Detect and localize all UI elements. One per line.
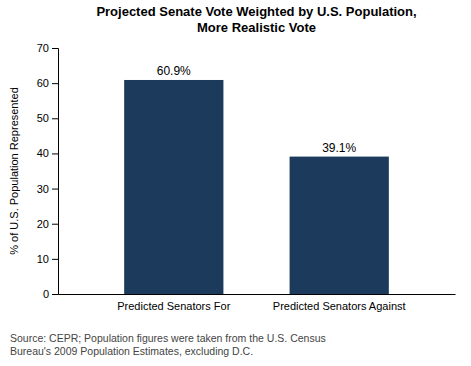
y-tick: 50	[37, 112, 58, 124]
y-axis-line	[52, 49, 59, 295]
y-tick: 20	[37, 218, 58, 230]
y-tick-mark	[52, 48, 58, 49]
y-tick-mark	[52, 224, 58, 225]
y-tick-label: 50	[37, 112, 49, 124]
y-tick-label: 40	[37, 147, 49, 159]
bar	[124, 80, 223, 294]
data-labels: 60.9% 39.1%	[157, 64, 357, 155]
chart-svg: 60.9% 39.1% 0 10 20 30 40 50 60 70 Predicted Senat…	[0, 0, 471, 366]
x-tick: Predicted Senators For	[117, 294, 230, 312]
chart-container: 60.9% 39.1% 0 10 20 30 40 50 60 70 Predicted Senat…	[0, 0, 471, 366]
y-tick: 0	[43, 288, 58, 300]
y-tick-mark	[52, 83, 58, 84]
x-tick-label: Predicted Senators For	[117, 300, 230, 312]
y-tick-label: 0	[43, 288, 49, 300]
x-tick: Predicted Senators Against	[273, 294, 406, 312]
title: Projected Senate Vote Weighted by U.S. P…	[96, 4, 416, 35]
title-line: Projected Senate Vote Weighted by U.S. P…	[96, 4, 416, 19]
y-tick-mark	[52, 294, 58, 295]
x-axis: Predicted Senators For Predicted Senators…	[59, 294, 456, 312]
y-axis-title: % of U.S. Population Represented	[8, 87, 20, 255]
x-tick-label: Predicted Senators Against	[273, 300, 406, 312]
title-line: More Realistic Vote	[197, 20, 316, 35]
source: Source: CEPR; Population figures were ta…	[10, 332, 326, 357]
y-tick: 70	[37, 42, 58, 54]
y-tick: 30	[37, 183, 58, 195]
y-tick-mark	[52, 189, 58, 190]
bar	[290, 157, 389, 294]
y-tick: 40	[37, 147, 58, 159]
bars	[124, 80, 389, 294]
y-tick-label: 20	[37, 218, 49, 230]
y-tick-label: 10	[37, 253, 49, 265]
data-label: 60.9%	[157, 64, 191, 78]
x-axis-line	[59, 294, 456, 295]
y-axis: 0 10 20 30 40 50 60 70	[37, 42, 59, 300]
y-tick-mark	[52, 118, 58, 119]
source-line: Bureau's 2009 Population Estimates, excl…	[10, 345, 253, 357]
y-tick-mark	[52, 153, 58, 154]
y-tick-label: 30	[37, 183, 49, 195]
data-label: 39.1%	[322, 141, 356, 155]
plot: 60.9% 39.1% 0 10 20 30 40 50 60 70 Predicted Senat…	[8, 42, 456, 312]
y-tick-label: 60	[37, 77, 49, 89]
y-tick: 60	[37, 77, 58, 89]
y-tick-mark	[52, 259, 58, 260]
y-tick-label: 70	[37, 42, 49, 54]
y-tick: 10	[37, 253, 58, 265]
source-line: Source: CEPR; Population figures were ta…	[10, 332, 326, 344]
